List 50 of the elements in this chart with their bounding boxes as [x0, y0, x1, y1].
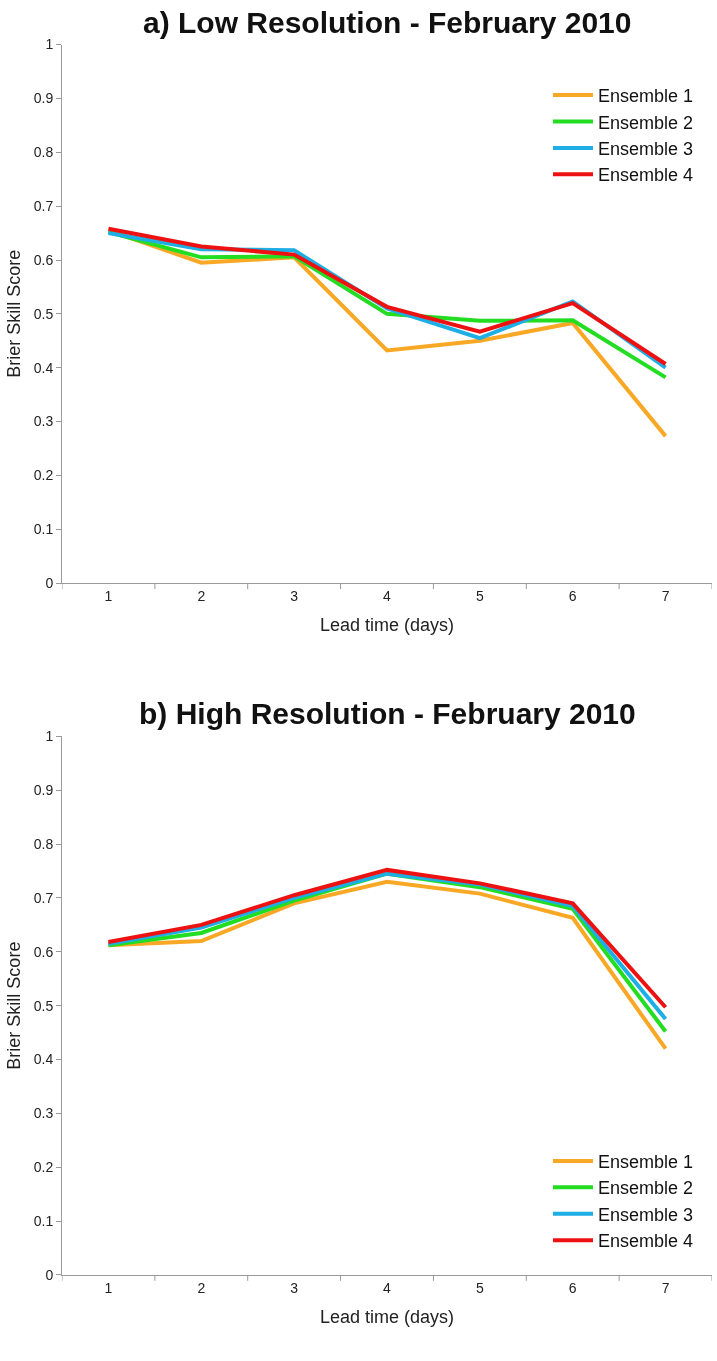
y-tick-label: 0 — [45, 575, 54, 592]
legend-label: Ensemble 3 — [598, 1204, 694, 1225]
legend-label: Ensemble 2 — [598, 112, 694, 133]
y-tick-label: 0.6 — [33, 251, 54, 268]
y-tick-label: 0.9 — [33, 782, 54, 799]
x-tick-label: 1 — [104, 587, 113, 604]
y-tick-label: 0.2 — [33, 467, 54, 484]
y-tick-label: 0.6 — [33, 943, 54, 960]
x-axis-title: Lead time (days) — [319, 1306, 455, 1327]
legend-label: Ensemble 3 — [598, 138, 694, 159]
x-tick-label: 5 — [475, 587, 484, 604]
y-tick-label: 0.5 — [33, 997, 54, 1014]
x-tick-label: 6 — [568, 1279, 577, 1296]
y-tick-label: 0.4 — [33, 359, 54, 376]
y-tick-label: 0.2 — [33, 1159, 54, 1176]
y-tick-label: 0.1 — [33, 521, 54, 538]
legend-label: Ensemble 4 — [598, 1231, 694, 1252]
y-tick-label: 0.7 — [33, 889, 54, 906]
y-axis-title: Brier Skill Score — [3, 941, 24, 1070]
y-tick-label: 0.5 — [33, 305, 54, 322]
legend-label: Ensemble 1 — [598, 1151, 694, 1172]
y-axis-title: Brier Skill Score — [3, 249, 24, 378]
x-tick-label: 2 — [197, 1279, 206, 1296]
legend-label: Ensemble 2 — [598, 1178, 694, 1199]
y-tick-label: 1 — [45, 728, 54, 745]
legend-label: Ensemble 1 — [598, 86, 694, 107]
x-axis-title: Lead time (days) — [319, 615, 455, 636]
x-tick-label: 7 — [661, 1279, 670, 1296]
y-tick-label: 0.7 — [33, 198, 54, 215]
x-tick-label: 4 — [383, 1279, 392, 1296]
x-tick-label: 1 — [104, 1279, 113, 1296]
legend-label: Ensemble 4 — [598, 165, 694, 186]
y-tick-label: 0 — [45, 1266, 54, 1283]
x-tick-label: 3 — [290, 587, 299, 604]
chart-title: b) High Resolution - February 2010 — [139, 697, 636, 730]
y-tick-label: 0.3 — [33, 1105, 54, 1122]
y-tick-label: 0.4 — [33, 1051, 54, 1068]
y-tick-label: 0.3 — [33, 413, 54, 430]
x-tick-label: 6 — [568, 587, 577, 604]
y-tick-label: 1 — [45, 36, 54, 53]
chart-title: a) Low Resolution - February 2010 — [143, 6, 632, 39]
y-tick-label: 0.8 — [33, 835, 54, 852]
y-tick-label: 0.9 — [33, 90, 54, 107]
x-tick-label: 2 — [197, 587, 206, 604]
y-tick-label: 0.8 — [33, 144, 54, 161]
x-tick-label: 4 — [383, 587, 392, 604]
x-tick-label: 7 — [661, 587, 670, 604]
x-tick-label: 3 — [290, 1279, 299, 1296]
x-tick-label: 5 — [475, 1279, 484, 1296]
y-tick-label: 0.1 — [33, 1212, 54, 1229]
